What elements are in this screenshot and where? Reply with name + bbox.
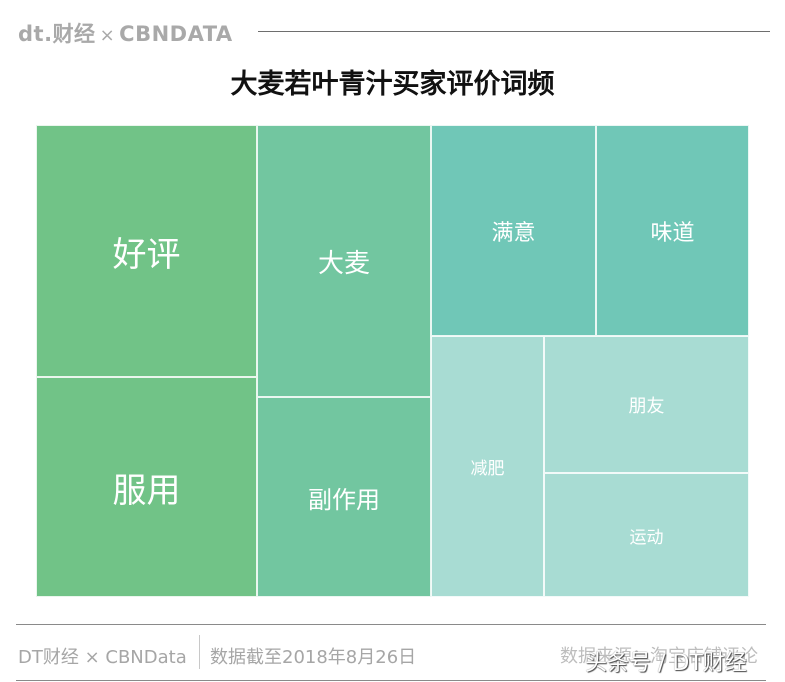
treemap-cell: 副作用 <box>257 397 431 597</box>
brand-logo: dt.财经 × CBNDATA <box>18 18 233 48</box>
footer-separator <box>199 635 200 669</box>
treemap-cell: 好评 <box>36 125 257 377</box>
logo-cn: 财经 <box>52 22 96 46</box>
footer-brand: DT财经 × CBNData <box>18 647 187 668</box>
treemap-cell-label: 好评 <box>112 234 181 275</box>
treemap-cell: 减肥 <box>431 336 544 597</box>
header-divider <box>258 31 770 32</box>
treemap-cell-label: 朋友 <box>628 395 665 417</box>
footer-source: 数据来源：淘宝店铺评论 <box>560 646 758 667</box>
treemap-cell-label: 副作用 <box>308 485 380 514</box>
footer-top-divider <box>16 624 766 625</box>
treemap-cell: 大麦 <box>257 125 431 397</box>
treemap-cell: 朋友 <box>544 336 749 473</box>
footer-bottom-divider <box>16 680 766 681</box>
treemap-chart: 好评服用 大麦副作用 满意 味道减肥 朋友运动 <box>36 125 749 597</box>
treemap-cell-label: 满意 <box>491 220 536 246</box>
watermark: 头条号 / DT财经 <box>585 651 747 676</box>
treemap-cell-label: 减肥 <box>470 459 505 479</box>
logo-cbndata: CBNDATA <box>119 22 233 46</box>
chart-title: 大麦若叶青汁买家评价词频 <box>230 69 555 100</box>
treemap-cell-label: 味道 <box>650 220 695 246</box>
treemap-cell: 满意 <box>431 125 596 336</box>
logo-dt: dt. <box>18 22 53 46</box>
treemap-cell: 味道 <box>596 125 749 336</box>
footer-date: 数据截至2018年8月26日 <box>210 647 417 668</box>
treemap-cell-label: 运动 <box>629 527 664 548</box>
treemap-cell: 运动 <box>544 473 749 597</box>
treemap-cell-label: 服用 <box>112 470 181 511</box>
logo-times: × <box>99 25 116 46</box>
treemap-cell: 服用 <box>36 377 257 597</box>
treemap-cell-label: 大麦 <box>317 248 370 279</box>
